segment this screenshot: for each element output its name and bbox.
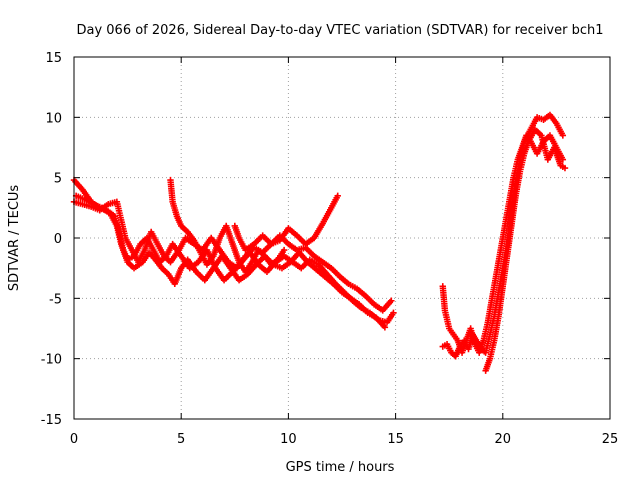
y-tick-label: 0 [54,232,62,247]
x-tick-label: 0 [70,432,78,447]
y-tick-label: -15 [41,413,62,428]
data-point [381,324,389,331]
data-point [390,309,397,317]
y-axis-label: SDTVAR / TECUs [7,185,22,292]
x-axis-label: GPS time / hours [286,460,395,475]
data-point [559,132,567,139]
x-tick-label: 15 [387,432,404,447]
x-tick-label: 20 [495,432,512,447]
axis-ticks: 0 5 10 15 20 25 -15 -10 -5 0 5 10 15 [41,51,619,447]
data-point [280,246,288,254]
x-tick-label: 10 [280,432,297,447]
x-tick-label: 5 [177,432,185,447]
y-tick-label: 5 [54,172,62,187]
x-tick-label: 25 [602,432,619,447]
y-tick-label: 10 [45,111,62,126]
series-sat-d [167,176,288,275]
data-point [334,192,341,199]
y-tick-label: 15 [45,51,62,66]
y-tick-label: -5 [49,292,62,307]
y-tick-label: -10 [41,353,62,368]
chart-title: Day 066 of 2026, Sidereal Day-to-day VTE… [76,23,603,38]
data-point [561,164,569,172]
data-points [70,111,569,374]
series-sat-e [231,192,341,254]
series-sat-h [482,126,569,374]
data-point [388,297,395,304]
